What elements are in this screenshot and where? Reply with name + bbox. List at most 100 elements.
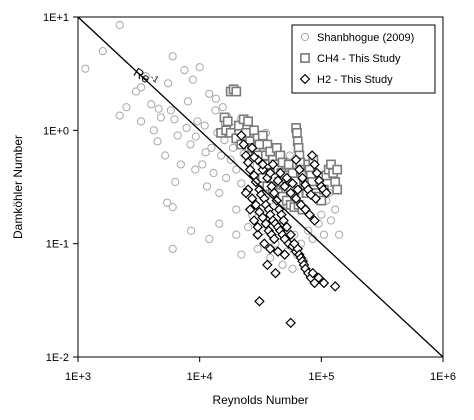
circle-point [285, 151, 294, 160]
circle-point [237, 179, 246, 188]
circle-point [228, 143, 238, 152]
diamond-point [264, 167, 276, 179]
circle-point [163, 198, 172, 207]
circle-point [202, 182, 212, 191]
diamond-point [238, 139, 249, 150]
circle-point [176, 160, 185, 169]
circle-point [136, 83, 146, 92]
circle-point [154, 104, 163, 113]
circle-point [193, 117, 202, 126]
circle-point [215, 188, 224, 198]
circle-point [163, 79, 173, 88]
circle-point [243, 223, 253, 232]
legend-label: Shanbhogue (2009) [317, 32, 414, 44]
circle-point [156, 113, 165, 122]
diamond-point [311, 167, 323, 179]
circle-point [168, 203, 177, 212]
diamond-point [297, 172, 308, 184]
diamond-point [329, 281, 341, 292]
diamond-point [257, 159, 269, 170]
circle-point [81, 64, 90, 73]
circle-point [319, 230, 329, 239]
square-point [283, 159, 294, 170]
legend-marker-square [300, 53, 310, 63]
reference-line [77, 16, 444, 358]
diamond-point [268, 233, 280, 245]
circle-point [186, 140, 195, 149]
square-point [225, 127, 236, 138]
circle-point [237, 250, 246, 259]
diamond-point [313, 272, 324, 284]
circle-point [180, 65, 189, 75]
diamond-point [272, 175, 284, 186]
x-axis-title: Reynolds Number [212, 393, 308, 407]
diamond-point [260, 218, 272, 229]
diamond-point [290, 193, 302, 204]
circle-point [331, 205, 340, 214]
series-diamond [236, 130, 341, 329]
diamond-point [310, 193, 322, 204]
diamond-point [264, 243, 276, 255]
diamond-point [248, 151, 260, 163]
diamond-point [246, 142, 258, 154]
circle-point [98, 47, 107, 56]
circle-point [232, 230, 241, 239]
diamond-point [270, 267, 281, 279]
diamond-point [259, 238, 270, 249]
circle-point [170, 115, 179, 124]
diamond-point [236, 130, 247, 141]
circle-point [288, 264, 297, 273]
circle-point [253, 244, 262, 253]
diamond-point [285, 229, 296, 240]
circle-point [198, 160, 207, 169]
diamond-point [246, 193, 258, 204]
circle-point [205, 234, 214, 244]
square-point [332, 164, 343, 175]
diamond-point [309, 159, 320, 170]
diamond-point [285, 187, 296, 199]
circle-point [211, 106, 220, 115]
circle-point [200, 121, 209, 130]
ticks-layer: 1E+3 1E+4 1E+5 1E+6 1E-2 1E-1 1E+0 1E+1 [43, 12, 456, 383]
y-tick-label: 1E+1 [43, 12, 69, 24]
circle-point [115, 111, 124, 120]
diamond-point [292, 184, 304, 195]
y-tick-label: 1E-1 [46, 239, 69, 251]
circle-point [278, 260, 287, 269]
legend-label: CH4 - This Study [317, 53, 401, 65]
square-point [222, 116, 233, 127]
diamond-point [279, 181, 290, 192]
circle-point [136, 117, 146, 126]
circle-point [317, 210, 326, 219]
square-point [249, 125, 259, 136]
circle-point [122, 103, 131, 112]
circle-point [191, 132, 200, 141]
diamond-point [321, 187, 332, 199]
x-tick-label: 1E+6 [430, 371, 456, 383]
circle-point [205, 89, 214, 98]
diamond-point [278, 215, 289, 226]
diamond-point [250, 199, 262, 211]
circle-point [216, 151, 226, 160]
diamond-point [248, 215, 260, 226]
legend: Shanbhogue (2009) CH4 - This Study H2 - Th… [291, 24, 436, 94]
diamond-point [285, 317, 296, 329]
circle-point [161, 151, 170, 160]
diamond-point [294, 164, 305, 175]
square-point [243, 116, 253, 127]
circle-point [115, 20, 124, 30]
circle-point [171, 177, 180, 187]
circle-point [168, 52, 177, 61]
diamond-point [254, 296, 265, 307]
circle-point [149, 126, 158, 135]
circle-point [182, 123, 191, 133]
x-tick-label: 1E+5 [308, 371, 334, 383]
diamond-point [267, 159, 279, 170]
plot-area [77, 16, 444, 358]
diamond-point [262, 259, 273, 271]
diamond-point [268, 187, 280, 199]
circle-point [173, 131, 182, 140]
diamond-point [244, 164, 256, 175]
diamond-point [304, 209, 315, 220]
